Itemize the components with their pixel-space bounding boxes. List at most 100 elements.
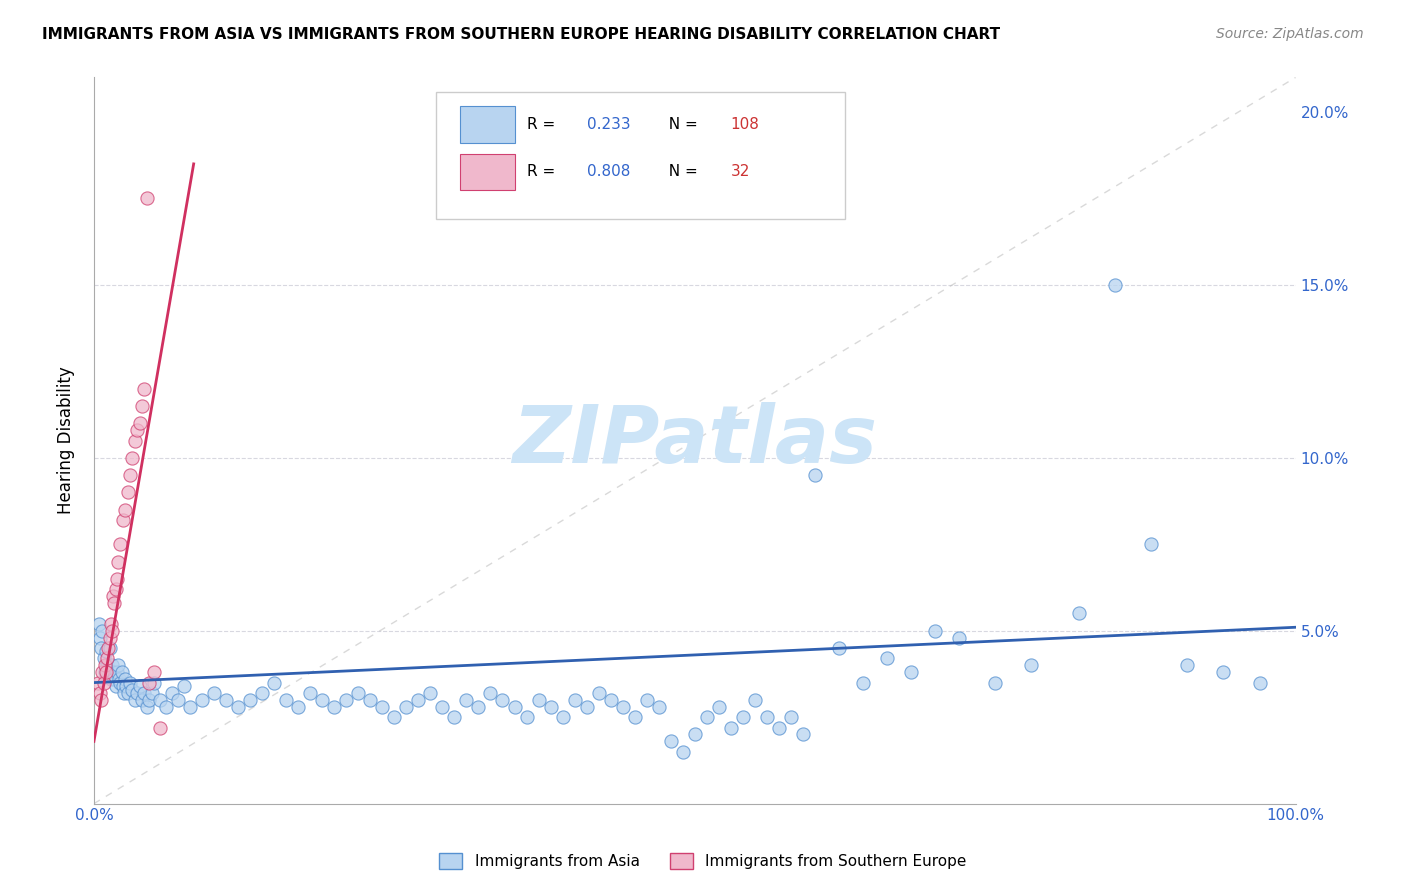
Point [110, 665, 132, 680]
Point [1069, 607, 1091, 621]
Point [131, 693, 153, 707]
Text: R =: R = [526, 117, 560, 132]
Point [138, 675, 160, 690]
Point [110, 537, 132, 551]
Point [167, 693, 190, 707]
Point [1249, 675, 1271, 690]
Point [128, 416, 150, 430]
Point [135, 191, 157, 205]
Point [115, 679, 138, 693]
Point [97, 665, 120, 680]
Point [100, 672, 122, 686]
Point [93, 675, 115, 690]
Point [107, 555, 129, 569]
Point [103, 672, 125, 686]
Point [707, 699, 730, 714]
Point [479, 686, 502, 700]
Point [134, 382, 156, 396]
Point [105, 572, 128, 586]
Point [876, 651, 898, 665]
Point [612, 699, 634, 714]
Y-axis label: Hearing Disability: Hearing Disability [58, 367, 75, 515]
Point [127, 423, 149, 437]
Point [564, 693, 586, 707]
Point [551, 710, 574, 724]
Point [672, 745, 695, 759]
Point [143, 675, 166, 690]
Text: 0.233: 0.233 [586, 117, 630, 132]
Point [101, 624, 124, 638]
Point [1177, 658, 1199, 673]
Text: IMMIGRANTS FROM ASIA VS IMMIGRANTS FROM SOUTHERN EUROPE HEARING DISABILITY CORRE: IMMIGRANTS FROM ASIA VS IMMIGRANTS FROM … [42, 27, 1000, 42]
Point [323, 699, 346, 714]
Point [98, 631, 121, 645]
Point [191, 693, 214, 707]
Point [118, 675, 141, 690]
Point [515, 710, 537, 724]
Point [117, 485, 139, 500]
Point [93, 651, 115, 665]
Bar [460, 153, 515, 190]
Point [647, 699, 669, 714]
Point [467, 699, 489, 714]
Point [90, 640, 112, 655]
Point [104, 582, 127, 597]
Point [599, 693, 621, 707]
Point [107, 658, 129, 673]
Point [299, 686, 322, 700]
Point [948, 631, 970, 645]
Point [720, 721, 742, 735]
Point [1019, 658, 1042, 673]
Point [96, 658, 118, 673]
Point [111, 513, 134, 527]
Point [226, 699, 249, 714]
Point [141, 686, 163, 700]
Point [94, 644, 117, 658]
Text: 32: 32 [731, 164, 751, 179]
Point [1140, 537, 1163, 551]
Point [491, 693, 513, 707]
Point [100, 616, 122, 631]
Point [94, 665, 117, 680]
Point [359, 693, 381, 707]
Point [110, 675, 132, 690]
Point [540, 699, 562, 714]
Point [114, 672, 136, 686]
Text: R =: R = [526, 164, 560, 179]
Point [117, 686, 139, 700]
Point [744, 693, 766, 707]
Point [250, 686, 273, 700]
Point [408, 693, 430, 707]
Point [575, 699, 598, 714]
Point [924, 624, 946, 638]
Point [456, 693, 478, 707]
Point [134, 686, 156, 700]
Point [103, 596, 125, 610]
Point [780, 710, 803, 724]
Point [1104, 277, 1126, 292]
Point [202, 686, 225, 700]
Point [731, 710, 754, 724]
Point [118, 468, 141, 483]
Point [105, 665, 128, 680]
Point [900, 665, 922, 680]
Point [86, 675, 108, 690]
Point [149, 693, 172, 707]
Point [87, 616, 110, 631]
Point [804, 468, 827, 483]
Point [160, 686, 183, 700]
Point [101, 589, 124, 603]
Point [755, 710, 778, 724]
Point [104, 679, 127, 693]
Point [101, 658, 124, 673]
Point [124, 434, 146, 448]
Legend: Immigrants from Asia, Immigrants from Southern Europe: Immigrants from Asia, Immigrants from So… [433, 847, 973, 875]
Point [263, 675, 285, 690]
Point [131, 399, 153, 413]
Point [91, 624, 114, 638]
Point [135, 699, 157, 714]
Text: 108: 108 [731, 117, 759, 132]
Point [97, 640, 120, 655]
Point [93, 658, 115, 673]
Point [503, 699, 526, 714]
